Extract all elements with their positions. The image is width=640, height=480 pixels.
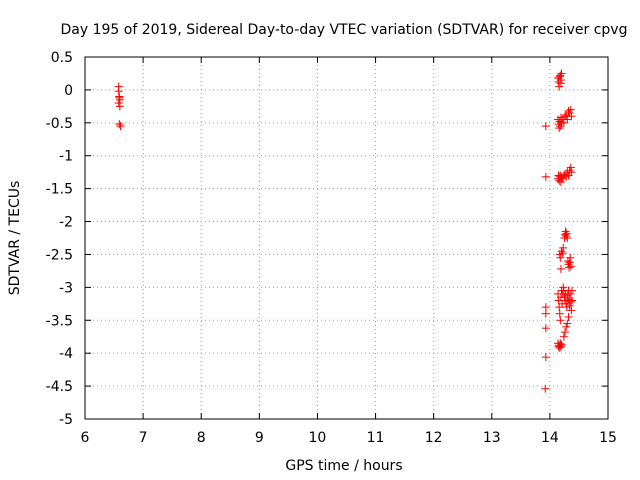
data-point <box>559 118 568 127</box>
data-point <box>567 306 576 315</box>
data-point <box>557 247 566 256</box>
data-point <box>559 243 568 252</box>
plot-frame <box>84 56 609 420</box>
y-axis-label: SDTVAR / TECUs <box>7 181 23 296</box>
x-tick-label: 6 <box>81 430 90 446</box>
data-point <box>566 297 575 306</box>
y-tick-label: -3 <box>59 280 73 296</box>
y-tick-label: -0.5 <box>46 116 73 132</box>
data-point <box>565 258 574 267</box>
data-point <box>558 249 567 258</box>
data-point <box>555 309 564 318</box>
y-tick-label: 0.5 <box>51 50 73 66</box>
x-tick-label: 12 <box>425 430 443 446</box>
data-point <box>557 340 566 349</box>
x-tick-label: 10 <box>309 430 327 446</box>
data-point <box>556 342 565 351</box>
data-point <box>557 69 566 78</box>
x-tick-label: 13 <box>483 430 501 446</box>
data-point <box>541 309 550 318</box>
y-tick-label: -3.5 <box>46 313 73 329</box>
data-point <box>566 262 575 271</box>
data-point <box>556 113 565 122</box>
x-tick-label: 7 <box>139 430 148 446</box>
data-point <box>567 296 576 305</box>
data-point <box>541 324 550 333</box>
data-point <box>567 168 576 177</box>
x-tick-label: 8 <box>197 430 206 446</box>
y-tick-label: -4.5 <box>46 379 73 395</box>
data-point <box>559 283 568 292</box>
data-point <box>563 319 572 328</box>
x-tick-label: 11 <box>367 430 385 446</box>
data-point <box>556 339 565 348</box>
data-point <box>562 299 571 308</box>
data-point <box>559 332 568 341</box>
data-point <box>562 322 571 331</box>
data-point <box>556 253 565 262</box>
data-point <box>564 312 573 321</box>
data-point <box>541 122 550 131</box>
data-point <box>555 72 564 81</box>
data-point <box>555 82 564 91</box>
data-point <box>556 178 565 187</box>
data-point <box>566 289 575 298</box>
x-tick-label: 14 <box>541 430 559 446</box>
data-point <box>541 384 550 393</box>
y-tick-label: -2 <box>59 215 73 231</box>
y-tick-label: -5 <box>59 412 73 428</box>
data-point <box>115 93 124 102</box>
data-point <box>561 227 570 236</box>
data-point <box>558 174 567 183</box>
data-point <box>556 122 565 131</box>
data-point <box>541 172 550 181</box>
data-point <box>115 120 124 129</box>
x-tick-label: 15 <box>599 430 617 446</box>
data-point <box>566 105 575 114</box>
y-tick-label: -2.5 <box>46 247 73 263</box>
data-point <box>566 163 575 172</box>
y-tick-label: -1 <box>59 149 73 165</box>
data-point <box>562 229 571 238</box>
data-point <box>565 301 574 310</box>
data-point <box>565 263 574 272</box>
data-point <box>114 99 123 108</box>
data-point <box>114 87 123 96</box>
data-point <box>115 102 124 111</box>
data-point <box>116 122 125 131</box>
y-tick-label: -4 <box>59 346 73 362</box>
data-point <box>556 264 565 273</box>
data-point <box>567 286 576 295</box>
data-point <box>555 124 564 133</box>
y-tick-label: 0 <box>64 83 73 99</box>
x-axis: 6 7 8 9 10 11 12 13 14 15 <box>81 57 617 446</box>
y-tick-label: -1.5 <box>46 182 73 198</box>
data-point <box>567 112 576 121</box>
data-point <box>556 79 565 88</box>
y-axis: 0.5 0 -0.5 -1 -1.5 -2 -2.5 -3 -3.5 -4 -4.5 -5 <box>46 50 608 428</box>
data-point <box>556 71 565 80</box>
data-point <box>560 328 569 337</box>
data-point <box>555 343 564 352</box>
data-point <box>565 108 574 117</box>
data-point <box>566 253 575 262</box>
grid <box>85 57 608 419</box>
chart-title: Day 195 of 2019, Sidereal Day-to-day VTE… <box>61 22 628 38</box>
data-point <box>563 115 572 124</box>
data-point <box>556 316 565 325</box>
data-point <box>541 353 550 362</box>
x-axis-label: GPS time / hours <box>285 458 402 474</box>
x-tick-label: 9 <box>255 430 264 446</box>
data-points <box>114 69 576 393</box>
data-point <box>563 234 572 242</box>
